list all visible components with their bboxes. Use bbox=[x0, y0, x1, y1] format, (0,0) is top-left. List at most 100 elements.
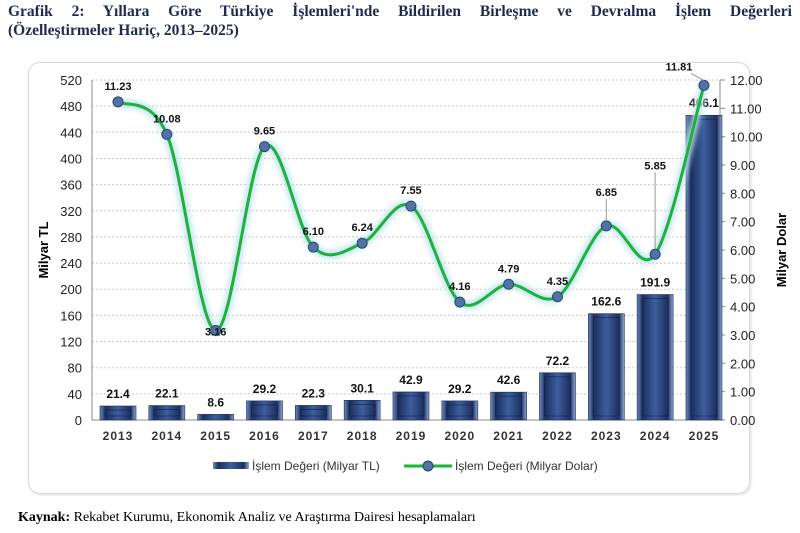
line-point bbox=[405, 200, 417, 212]
left-tick-label: 520 bbox=[60, 73, 82, 88]
left-tick-label: 40 bbox=[68, 387, 82, 402]
line-point bbox=[356, 237, 368, 249]
line-data-label: 6.24 bbox=[351, 222, 373, 234]
bar-bevel bbox=[690, 118, 718, 417]
source-label: Kaynak: bbox=[18, 510, 71, 525]
legend-line-marker bbox=[422, 460, 434, 472]
right-axis-title: Milyar Dolar bbox=[774, 213, 789, 287]
line-data-label: 4.35 bbox=[547, 276, 568, 288]
bar-bevel bbox=[592, 317, 620, 417]
left-tick-label: 280 bbox=[60, 230, 82, 245]
x-tick-label: 2019 bbox=[396, 429, 427, 443]
right-tick-label: 6.00 bbox=[730, 243, 755, 258]
right-tick-label: 3.00 bbox=[730, 328, 755, 343]
bar-data-label: 162.6 bbox=[591, 295, 621, 309]
right-tick-label: 8.00 bbox=[730, 186, 755, 201]
chart-frame bbox=[28, 62, 750, 494]
left-tick-label: 440 bbox=[60, 125, 82, 140]
line-data-label: 3.16 bbox=[205, 326, 226, 338]
right-tick-label: 10.00 bbox=[730, 130, 763, 145]
bar bbox=[197, 414, 234, 421]
bar-bevel bbox=[251, 404, 278, 417]
line-point bbox=[161, 128, 173, 140]
right-tick-label: 9.00 bbox=[730, 158, 755, 173]
line-point bbox=[649, 248, 661, 260]
line-point bbox=[112, 96, 124, 108]
bar-bevel bbox=[348, 403, 376, 417]
line-data-label: 10.08 bbox=[153, 113, 181, 125]
bar-data-label: 8.6 bbox=[207, 395, 224, 409]
chart-title: Grafik 2: Yıllara Göre Türkiye İşlemleri… bbox=[8, 3, 792, 20]
bar bbox=[246, 400, 283, 421]
left-tick-label: 480 bbox=[60, 99, 82, 114]
line-point bbox=[503, 278, 515, 290]
label-leader bbox=[690, 72, 705, 81]
left-axis-title: Milyar TL bbox=[36, 221, 51, 278]
line-point bbox=[551, 291, 563, 303]
line-point bbox=[698, 79, 710, 91]
right-tick-label: 12.00 bbox=[730, 73, 763, 88]
line-point bbox=[258, 141, 270, 153]
x-tick-label: 2014 bbox=[151, 429, 182, 443]
left-tick-label: 160 bbox=[60, 308, 82, 323]
right-tick-label: 5.00 bbox=[730, 271, 755, 286]
x-tick-label: 2020 bbox=[444, 429, 475, 443]
x-tick-label: 2017 bbox=[298, 429, 329, 443]
line-data-label: 4.79 bbox=[498, 263, 519, 275]
line-data-label: 5.85 bbox=[644, 160, 665, 172]
bar-bevel bbox=[104, 409, 132, 417]
bar-data-label: 42.6 bbox=[497, 373, 521, 387]
legend-line-label: İşlem Değeri (Milyar Dolar) bbox=[455, 459, 598, 473]
line-data-label: 7.55 bbox=[400, 185, 421, 197]
left-tick-label: 0 bbox=[75, 413, 82, 428]
bar bbox=[539, 372, 576, 421]
bar-data-label: 22.3 bbox=[302, 386, 326, 400]
line-data-label: 4.16 bbox=[449, 281, 470, 293]
left-tick-label: 240 bbox=[60, 256, 82, 271]
line-point bbox=[600, 220, 612, 232]
bar bbox=[343, 400, 381, 421]
bar-data-label: 22.1 bbox=[155, 387, 179, 401]
bar-bevel bbox=[495, 395, 523, 417]
bar bbox=[587, 313, 625, 421]
bar-data-label: 42.9 bbox=[399, 373, 423, 387]
right-tick-label: 1.00 bbox=[730, 385, 755, 400]
left-tick-label: 360 bbox=[60, 178, 82, 193]
bar-bevel bbox=[641, 298, 669, 417]
line-point bbox=[210, 324, 222, 336]
line-data-label: 6.85 bbox=[596, 187, 617, 199]
x-tick-label: 2015 bbox=[200, 429, 231, 443]
line-point bbox=[454, 296, 466, 308]
x-tick-label: 2021 bbox=[493, 429, 524, 443]
x-tick-label: 2018 bbox=[347, 429, 378, 443]
bar bbox=[685, 114, 723, 421]
right-tick-label: 2.00 bbox=[730, 356, 755, 371]
bar bbox=[441, 400, 479, 421]
line-data-label: 11.81 bbox=[665, 61, 692, 73]
source-text: Rekabet Kurumu, Ekonomik Analiz ve Araşt… bbox=[70, 510, 476, 525]
bar-data-label: 72.2 bbox=[546, 354, 570, 368]
bar bbox=[392, 391, 430, 421]
left-tick-label: 400 bbox=[60, 151, 82, 166]
line-data-label: 9.65 bbox=[254, 126, 275, 138]
bar-bevel bbox=[397, 395, 425, 417]
x-tick-label: 2016 bbox=[249, 429, 280, 443]
bar-data-label: 29.2 bbox=[448, 382, 472, 396]
left-tick-label: 200 bbox=[60, 282, 82, 297]
bar-bevel bbox=[299, 409, 327, 417]
line-data-label: 6.10 bbox=[303, 226, 324, 238]
bar-data-label: 29.2 bbox=[253, 382, 277, 396]
left-tick-label: 120 bbox=[60, 335, 82, 350]
bar bbox=[99, 405, 137, 421]
bar-data-label: 191.9 bbox=[640, 276, 670, 290]
bar-data-label: 21.4 bbox=[106, 387, 130, 401]
right-tick-label: 11.00 bbox=[730, 101, 762, 116]
x-tick-label: 2023 bbox=[591, 429, 622, 443]
x-tick-label: 2025 bbox=[689, 429, 720, 443]
legend-bar-swatch bbox=[213, 462, 249, 469]
right-tick-label: 4.00 bbox=[730, 300, 755, 315]
left-tick-label: 80 bbox=[68, 361, 82, 376]
right-tick-label: 7.00 bbox=[730, 215, 755, 230]
bar-bevel bbox=[446, 404, 474, 417]
